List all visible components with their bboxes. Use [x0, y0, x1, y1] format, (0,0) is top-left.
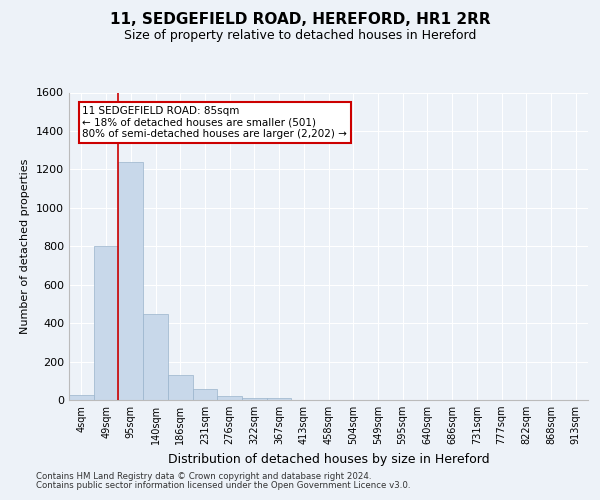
Text: Size of property relative to detached houses in Hereford: Size of property relative to detached ho… — [124, 29, 476, 42]
Bar — [242, 398, 267, 400]
Bar — [217, 396, 242, 400]
Text: 11, SEDGEFIELD ROAD, HEREFORD, HR1 2RR: 11, SEDGEFIELD ROAD, HEREFORD, HR1 2RR — [110, 12, 490, 28]
Bar — [168, 375, 193, 400]
Bar — [94, 246, 118, 400]
Bar — [193, 390, 217, 400]
Bar — [267, 398, 292, 400]
X-axis label: Distribution of detached houses by size in Hereford: Distribution of detached houses by size … — [167, 452, 490, 466]
Bar — [118, 162, 143, 400]
Bar — [143, 314, 168, 400]
Text: Contains public sector information licensed under the Open Government Licence v3: Contains public sector information licen… — [36, 481, 410, 490]
Text: Contains HM Land Registry data © Crown copyright and database right 2024.: Contains HM Land Registry data © Crown c… — [36, 472, 371, 481]
Text: 11 SEDGEFIELD ROAD: 85sqm
← 18% of detached houses are smaller (501)
80% of semi: 11 SEDGEFIELD ROAD: 85sqm ← 18% of detac… — [82, 106, 347, 139]
Bar — [69, 395, 94, 400]
Y-axis label: Number of detached properties: Number of detached properties — [20, 158, 31, 334]
